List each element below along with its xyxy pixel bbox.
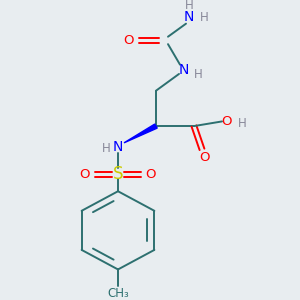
Text: N: N: [179, 63, 189, 77]
Text: H: H: [194, 68, 202, 81]
Text: H: H: [200, 11, 208, 24]
Text: O: O: [146, 168, 156, 181]
Text: H: H: [238, 117, 246, 130]
Polygon shape: [124, 124, 157, 143]
Text: O: O: [123, 34, 133, 47]
Text: N: N: [113, 140, 123, 154]
Text: CH₃: CH₃: [107, 287, 129, 300]
Text: H: H: [184, 0, 194, 12]
Text: S: S: [113, 166, 123, 184]
Text: O: O: [80, 168, 90, 181]
Text: H: H: [102, 142, 110, 155]
Text: O: O: [222, 115, 232, 128]
Text: O: O: [199, 151, 209, 164]
Text: N: N: [184, 10, 194, 24]
